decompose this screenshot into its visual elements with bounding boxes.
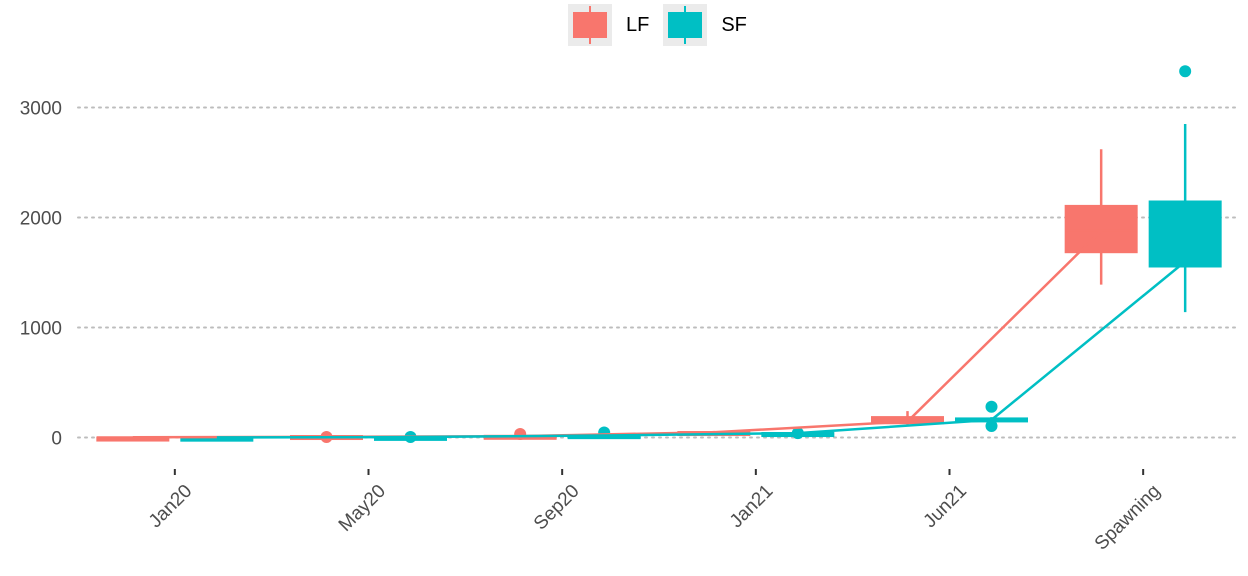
legend-label-lf: LF xyxy=(626,13,650,36)
legend-item-lf: LF xyxy=(568,4,649,46)
x-tick-label-May20: May20 xyxy=(335,481,390,536)
outlier-sf-jun21-1 xyxy=(985,419,998,432)
legend-label-sf: SF xyxy=(721,13,747,36)
outlier-sf-spawning-0 xyxy=(1179,65,1192,78)
y-tick-label-2000: 2000 xyxy=(20,209,62,230)
x-tick-label-Spawning: Spawning xyxy=(1091,481,1165,555)
legend-swatch-sf xyxy=(668,12,703,38)
box-sf-spawning xyxy=(1148,200,1222,268)
legend-item-sf: SF xyxy=(663,4,747,46)
x-tick-label-Jan21: Jan21 xyxy=(726,481,777,532)
y-tick-label-0: 0 xyxy=(51,429,62,450)
median-trend-line-sf xyxy=(216,260,1186,439)
legend-key-lf xyxy=(568,4,612,46)
y-tick-label-3000: 3000 xyxy=(20,99,62,120)
legend-key-sf xyxy=(663,4,708,46)
x-tick-label-Jun21: Jun21 xyxy=(920,481,971,532)
legend: LF SF xyxy=(568,4,761,46)
x-tick-label-Sep20: Sep20 xyxy=(530,481,584,535)
y-tick-label-1000: 1000 xyxy=(20,319,62,340)
box-lf-spawning xyxy=(1064,204,1138,254)
legend-swatch-lf xyxy=(573,12,607,38)
x-tick-label-Jan20: Jan20 xyxy=(145,481,196,532)
outlier-sf-jun21-0 xyxy=(985,400,998,413)
outlier-lf-sep20-0 xyxy=(514,427,527,440)
median-trend-line-lf xyxy=(132,229,1103,439)
